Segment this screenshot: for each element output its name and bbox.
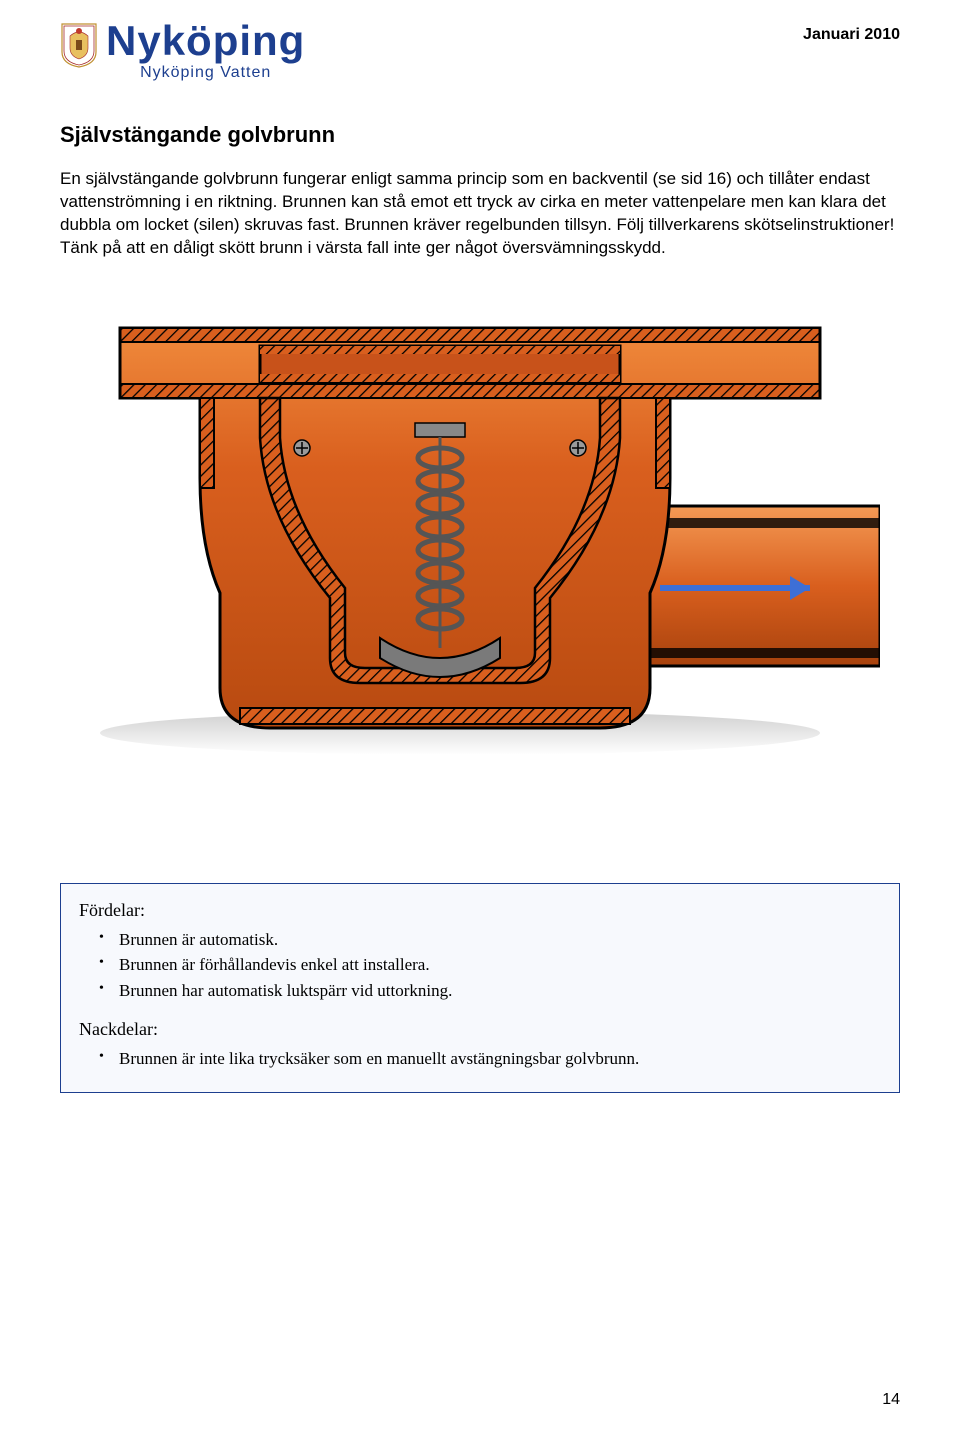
disadvantages-title: Nackdelar: — [79, 1019, 881, 1040]
drain-diagram — [60, 288, 880, 763]
advantages-title: Fördelar: — [79, 900, 881, 921]
disadvantages-list: Brunnen är inte lika trycksäker som en m… — [79, 1046, 881, 1072]
list-item: Brunnen är förhållandevis enkel att inst… — [119, 952, 881, 978]
advantages-list: Brunnen är automatisk. Brunnen är förhål… — [79, 927, 881, 1004]
list-item: Brunnen är automatisk. — [119, 927, 881, 953]
list-item: Brunnen har automatisk luktspärr vid utt… — [119, 978, 881, 1004]
page-number: 14 — [882, 1391, 900, 1409]
body-paragraph: En självstängande golvbrunn fungerar enl… — [60, 168, 900, 260]
shield-icon — [60, 22, 98, 68]
list-item: Brunnen är inte lika trycksäker som en m… — [119, 1046, 881, 1072]
logo-title: Nyköping — [106, 20, 305, 62]
section-heading: Självstängande golvbrunn — [60, 122, 900, 148]
logo-text: Nyköping Nyköping Vatten — [106, 20, 305, 82]
date-label: Januari 2010 — [803, 26, 900, 44]
page-header: Nyköping Nyköping Vatten Januari 2010 — [60, 20, 900, 82]
logo-subtitle: Nyköping Vatten — [106, 64, 305, 82]
info-box: Fördelar: Brunnen är automatisk. Brunnen… — [60, 883, 900, 1093]
logo-block: Nyköping Nyköping Vatten — [60, 20, 305, 82]
